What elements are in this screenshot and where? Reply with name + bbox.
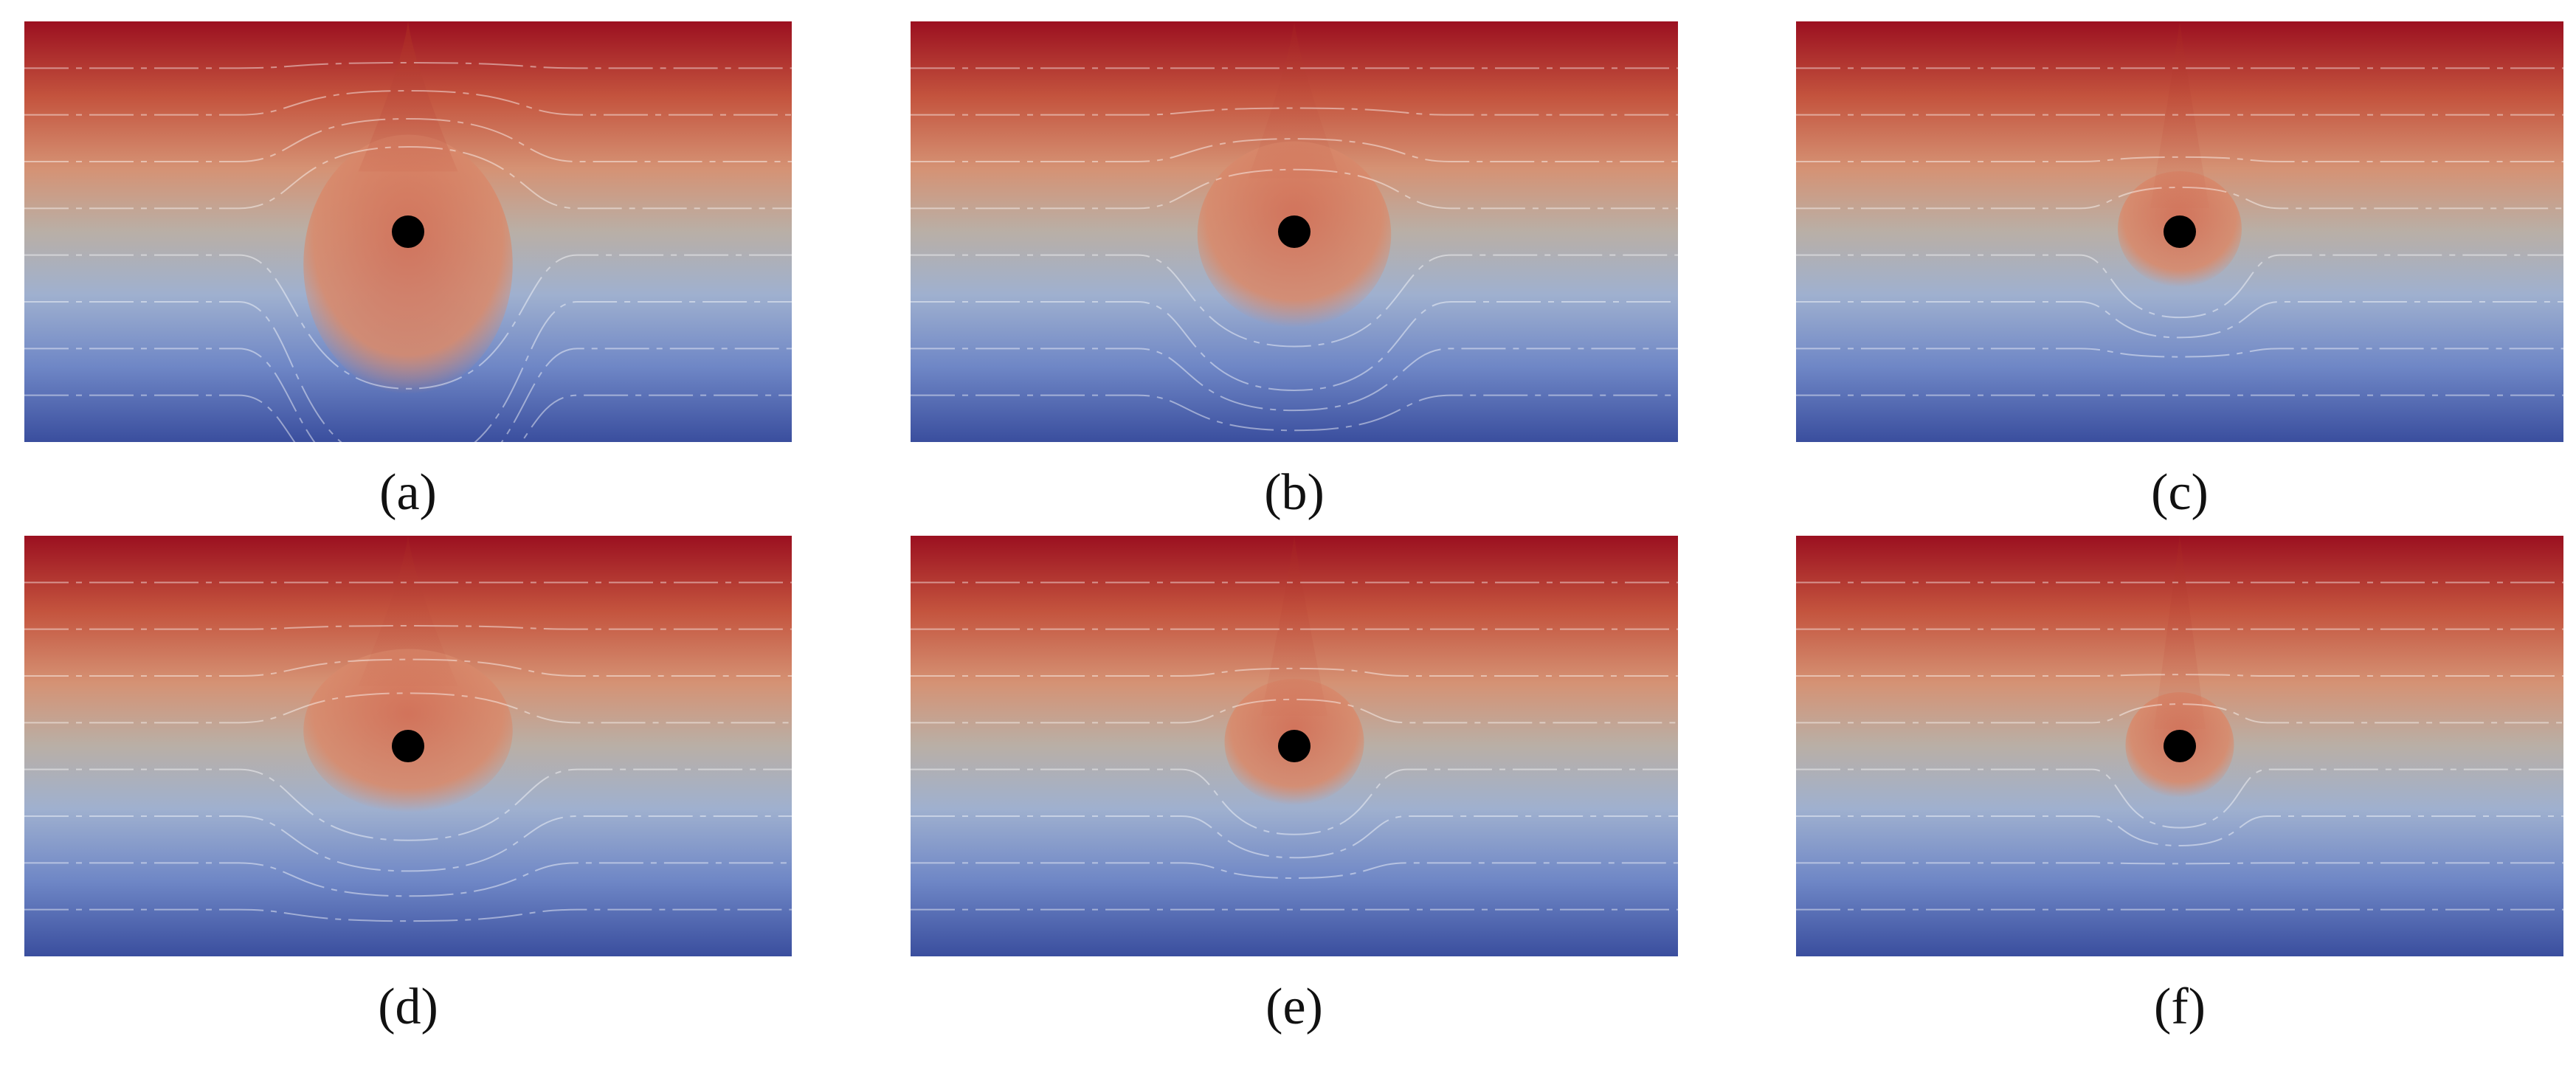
contour-line xyxy=(24,348,792,493)
contour-line xyxy=(24,908,792,922)
contour-line xyxy=(24,625,792,630)
contour-line xyxy=(24,61,792,69)
contour-line xyxy=(911,667,1678,677)
contour-line xyxy=(911,168,1678,210)
contour-line xyxy=(24,692,792,724)
plume-neck xyxy=(358,21,458,172)
contour-line xyxy=(24,768,792,841)
contour-line xyxy=(1796,674,2563,677)
panel: (d) xyxy=(24,536,792,1035)
panel-label: (d) xyxy=(378,978,438,1035)
plume-neck xyxy=(2154,536,2206,729)
contour-line xyxy=(1796,348,2563,358)
obstacle xyxy=(1278,215,1311,248)
contour-line xyxy=(911,348,1678,412)
contour-line xyxy=(1796,301,2563,339)
contour-line xyxy=(911,301,1678,392)
contour-line xyxy=(911,862,1678,879)
panel: (b) xyxy=(911,21,1678,521)
plume-neck xyxy=(2150,21,2209,208)
contour-line xyxy=(1796,815,2563,847)
panel: (e) xyxy=(911,536,1678,1035)
contour-line xyxy=(24,862,792,897)
obstacle xyxy=(2164,730,2196,762)
obstacle xyxy=(392,215,424,248)
contour-line xyxy=(1796,254,2563,319)
plume xyxy=(303,134,513,394)
contour-line xyxy=(24,815,792,872)
contour-line xyxy=(1796,768,2563,829)
contour-line xyxy=(24,394,792,508)
plume-neck xyxy=(1248,21,1341,179)
contour-line xyxy=(24,301,792,468)
panel-label: (a) xyxy=(379,464,437,521)
contour-line xyxy=(911,394,1678,432)
plume-neck xyxy=(358,536,458,686)
contour-line xyxy=(1796,703,2563,724)
contour-line xyxy=(911,138,1678,162)
contour-line xyxy=(911,815,1678,859)
panel: (c) xyxy=(1796,21,2563,521)
plume-neck xyxy=(1261,536,1327,716)
contour-line xyxy=(1796,186,2563,210)
panel: (f) xyxy=(1796,536,2563,1035)
panel-label: (b) xyxy=(1264,464,1325,521)
obstacle xyxy=(1278,730,1311,762)
contour-line xyxy=(911,768,1678,835)
contour-line xyxy=(24,89,792,116)
contour-line xyxy=(911,107,1678,116)
panel-label: (e) xyxy=(1265,978,1323,1035)
contour-line xyxy=(24,145,792,210)
contour-line xyxy=(911,698,1678,724)
contour-line xyxy=(24,658,792,677)
panel-label: (c) xyxy=(2151,464,2209,521)
contour-line xyxy=(24,117,792,162)
panel-label: (f) xyxy=(2154,978,2206,1035)
contour-line xyxy=(911,254,1678,348)
contour-line xyxy=(24,254,792,390)
obstacle xyxy=(392,730,424,762)
contour-line xyxy=(1796,156,2563,162)
panel: (a) xyxy=(24,21,792,521)
obstacle xyxy=(2164,215,2196,248)
